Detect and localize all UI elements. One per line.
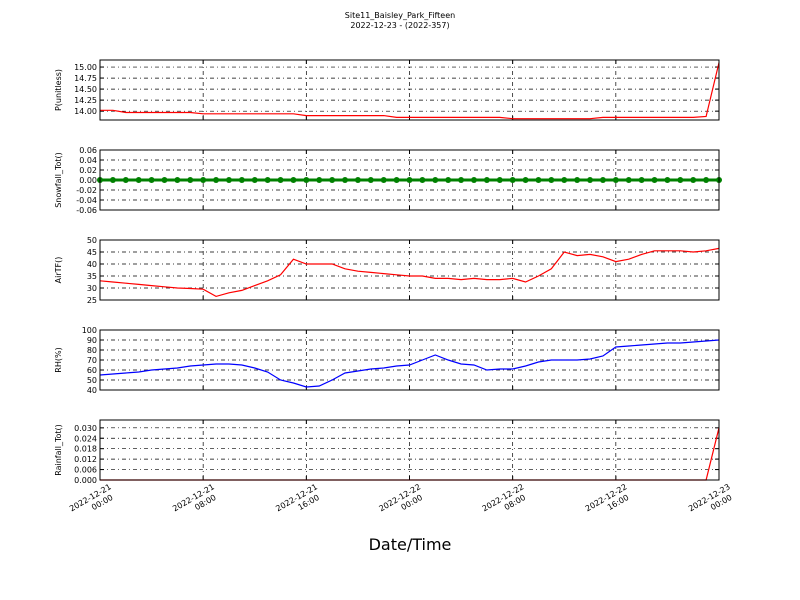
- y-tick-label: 50: [87, 376, 97, 385]
- y-tick-label: 0.06: [79, 146, 97, 155]
- data-marker: [587, 177, 594, 183]
- data-marker: [161, 177, 168, 183]
- data-marker: [225, 177, 232, 183]
- plot-frame: [99, 329, 720, 391]
- y-tick-label: 45: [87, 248, 97, 257]
- plot-frame: [99, 149, 720, 211]
- data-marker: [548, 177, 555, 183]
- data-marker: [264, 177, 271, 183]
- data-marker: [496, 177, 503, 183]
- chart-subtitle: 2022-12-23 - (2022-357): [350, 21, 449, 30]
- data-line: [100, 62, 720, 120]
- data-marker: [690, 177, 697, 183]
- data-marker: [174, 177, 181, 183]
- data-marker: [122, 177, 129, 183]
- y-tick-label: 50: [87, 236, 97, 245]
- y-tick-label: 0.024: [74, 434, 97, 443]
- data-marker: [303, 177, 310, 183]
- data-marker: [367, 177, 374, 183]
- y-tick-label: -0.04: [76, 196, 97, 205]
- data-marker: [135, 177, 142, 183]
- y-tick-label: 0.00: [79, 176, 97, 185]
- y-tick-label: 14.25: [74, 96, 97, 105]
- y-axis-label: P(unitless): [54, 69, 63, 111]
- y-tick-label: 40: [87, 386, 97, 395]
- y-tick-label: 14.00: [74, 107, 97, 116]
- data-marker: [445, 177, 452, 183]
- y-tick-label: 14.50: [74, 85, 97, 94]
- data-marker: [612, 177, 619, 183]
- data-marker: [342, 177, 349, 183]
- y-tick-label: 80: [87, 346, 97, 355]
- data-marker: [651, 177, 658, 183]
- plot-frame: [99, 59, 720, 121]
- y-tick-label: 60: [87, 366, 97, 375]
- data-marker: [316, 177, 323, 183]
- data-marker: [380, 177, 387, 183]
- data-marker: [677, 177, 684, 183]
- y-axis-label: Rainfall_Tot(): [54, 424, 63, 476]
- y-axis-label: RH(%): [54, 347, 63, 372]
- data-marker: [574, 177, 581, 183]
- chart-title: Site11_Baisley_Park_Fifteen: [345, 11, 455, 20]
- y-tick-label: 0.000: [74, 476, 97, 485]
- data-line: [99, 339, 720, 388]
- y-axis-label: AirTF(): [54, 257, 63, 284]
- data-marker: [664, 177, 671, 183]
- data-marker: [483, 177, 490, 183]
- data-marker: [329, 177, 336, 183]
- y-tick-label: 0.018: [74, 445, 97, 454]
- data-marker: [406, 177, 413, 183]
- data-marker: [354, 177, 361, 183]
- data-marker: [470, 177, 477, 183]
- data-marker: [238, 177, 245, 183]
- data-marker: [419, 177, 426, 183]
- y-tick-label: 15.00: [74, 63, 97, 72]
- data-line: [99, 247, 720, 298]
- y-tick-label: 35: [87, 272, 97, 281]
- data-marker: [509, 177, 516, 183]
- data-marker: [277, 177, 284, 183]
- data-marker: [213, 177, 220, 183]
- data-marker: [625, 177, 632, 183]
- y-tick-label: 0.02: [79, 166, 97, 175]
- x-axis-label: Date/Time: [369, 535, 452, 554]
- data-marker: [251, 177, 258, 183]
- y-tick-label: 0.04: [79, 156, 97, 165]
- data-marker: [432, 177, 439, 183]
- y-tick-label: 0.030: [74, 424, 97, 433]
- data-marker: [393, 177, 400, 183]
- data-marker: [109, 177, 116, 183]
- data-marker: [535, 177, 542, 183]
- y-tick-label: 40: [87, 260, 97, 269]
- y-tick-label: -0.02: [76, 186, 97, 195]
- y-tick-label: 30: [87, 284, 97, 293]
- y-tick-label: 25: [87, 296, 97, 305]
- data-marker: [703, 177, 710, 183]
- y-tick-label: 100: [82, 326, 97, 335]
- plot-frame: [99, 239, 720, 301]
- y-tick-label: 90: [87, 336, 97, 345]
- y-tick-label: -0.06: [76, 206, 97, 215]
- data-marker: [458, 177, 465, 183]
- plot-frame: [99, 419, 720, 481]
- data-marker: [200, 177, 207, 183]
- data-marker: [599, 177, 606, 183]
- data-marker: [561, 177, 568, 183]
- data-marker: [638, 177, 645, 183]
- y-tick-label: 14.75: [74, 74, 97, 83]
- y-tick-label: 70: [87, 356, 97, 365]
- data-marker: [187, 177, 194, 183]
- data-marker: [148, 177, 155, 183]
- y-tick-label: 0.006: [74, 466, 97, 475]
- y-tick-label: 0.012: [74, 455, 97, 464]
- y-axis-label: Snowfall_Tot(): [54, 152, 63, 208]
- data-marker: [290, 177, 297, 183]
- data-marker: [522, 177, 529, 183]
